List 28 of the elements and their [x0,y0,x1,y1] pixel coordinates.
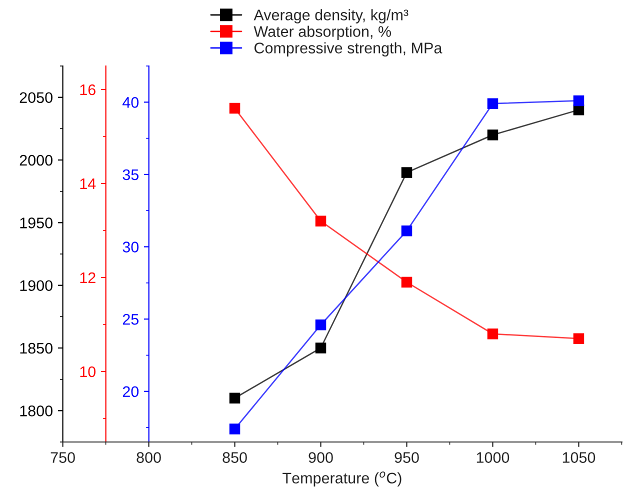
point [229,424,240,434]
x-tick-label: 1050 [562,452,596,463]
legend-label: Water absorption, % [254,26,391,40]
y3-tick-label: 30 [122,242,139,252]
point [573,333,584,344]
y-tick-label: 2050 [20,92,52,104]
legend-label: Average density, kg/m³ [254,9,408,24]
x-tick-label: 750 [50,452,75,463]
x-tick-label: 850 [222,452,247,463]
y3-tick-label: 35 [122,169,139,180]
x-tick-label: 950 [394,452,419,463]
y-tick-label: 1850 [20,342,52,354]
y-tick-label: 1950 [20,218,52,228]
y3-tick-label: 25 [122,314,139,325]
x-tick-label: 900 [308,452,333,463]
y2-tick-label: 12 [80,272,96,284]
x-tick-label: 800 [136,452,161,463]
legend-label: Compressive strength, MPa [254,42,442,56]
y2-tick-label: 14 [80,178,96,190]
x-axis-title: Temperature ($^{o}$C) [282,472,402,487]
y3-tick-label: 20 [122,386,139,398]
y-tick-label: 1800 [20,406,52,416]
y-tick-label: 2000 [20,154,52,166]
y2-tick-label: 16 [80,84,96,96]
y-tick-label: 1900 [20,280,52,292]
x-tick-label: 1000 [476,452,510,463]
y3-tick-label: 40 [122,97,139,108]
y2-tick-label: 10 [80,366,96,378]
